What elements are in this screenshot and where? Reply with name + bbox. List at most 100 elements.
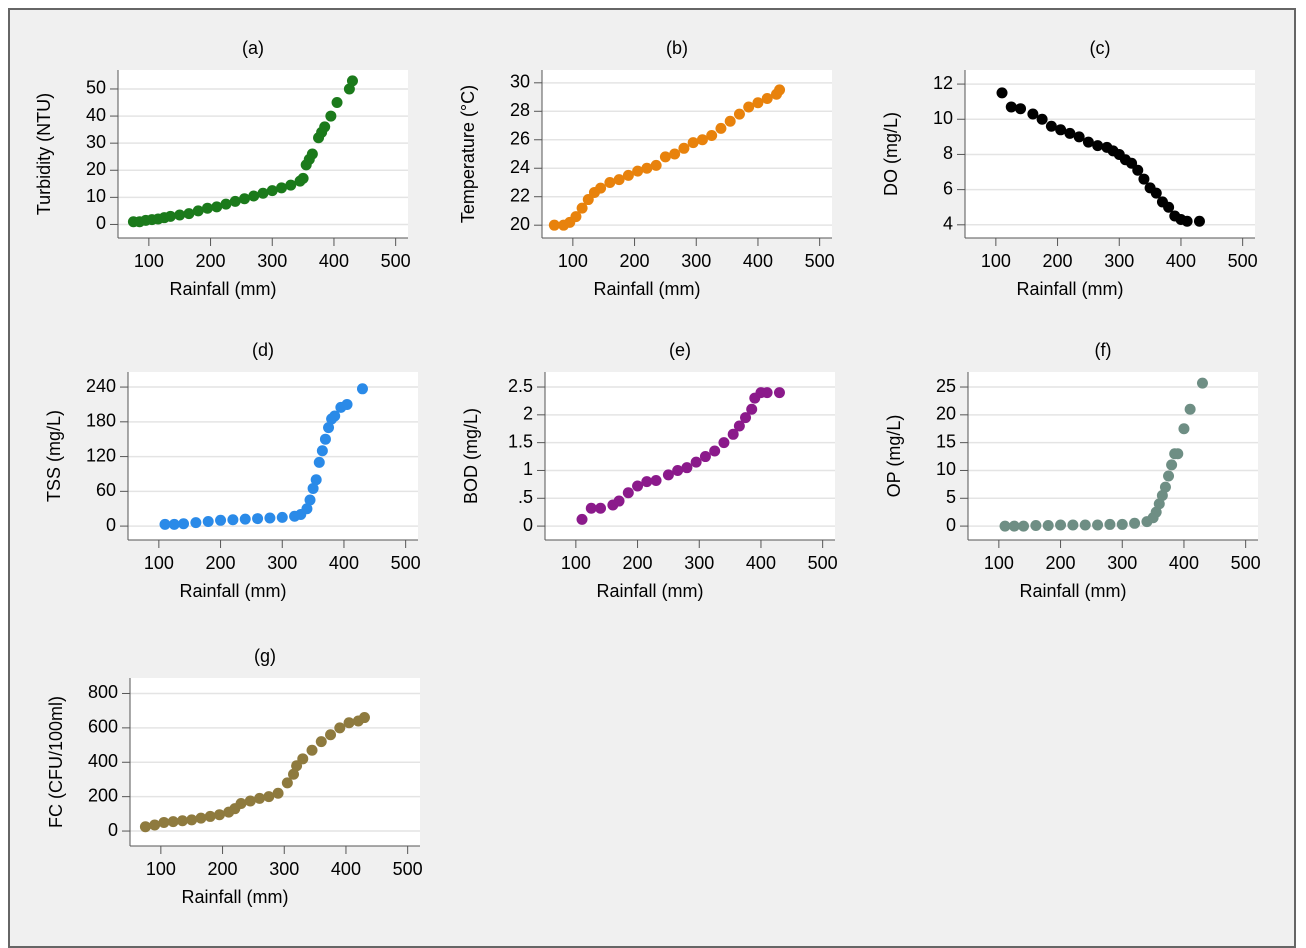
x-axis-label: Rainfall (mm) [181,887,288,907]
x-tick-label: 300 [1107,553,1137,573]
point [773,387,785,399]
point [727,428,739,440]
panel-title: (d) [252,340,274,360]
point [310,474,322,486]
point [1150,187,1162,199]
point [341,398,353,410]
point [176,815,188,827]
point [678,142,690,154]
point [276,182,288,194]
point [650,159,662,171]
point [733,108,745,120]
y-axis-label: Turbidity (NTU) [34,93,54,215]
x-tick-label: 200 [1043,251,1073,271]
point [1092,519,1104,531]
point [690,456,702,468]
point [244,795,256,807]
point [272,787,284,799]
y-tick-label: 0 [108,820,118,840]
point [595,502,607,514]
point [183,208,195,220]
y-tick-label: 0 [946,515,956,535]
point [1181,215,1193,227]
point [168,518,180,530]
panel-title: (f) [1095,340,1112,360]
y-tick-label: 25 [936,376,956,396]
y-tick-label: 600 [88,717,118,737]
y-tick-label: 2.5 [508,376,533,396]
x-tick-label: 500 [805,251,835,271]
panel-title: (e) [669,340,691,360]
x-tick-label: 400 [331,859,361,879]
point [306,744,318,756]
x-tick-label: 100 [984,553,1014,573]
point [325,110,337,122]
y-tick-label: 22 [510,185,530,205]
y-tick-label: .5 [518,487,533,507]
x-tick-label: 200 [206,553,236,573]
point [254,792,266,804]
y-tick-label: 28 [510,100,530,120]
point [158,816,170,828]
point [1042,520,1054,532]
point [235,798,247,810]
point [211,201,223,213]
y-tick-label: 6 [943,178,953,198]
x-tick-label: 200 [620,251,650,271]
point [576,513,588,525]
point [213,809,225,821]
x-axis-label: Rainfall (mm) [596,581,703,601]
point [238,193,250,205]
y-tick-label: 2 [523,404,533,424]
y-tick-label: 30 [86,132,106,152]
y-tick-label: 50 [86,78,106,98]
x-tick-label: 500 [1228,251,1258,271]
point [746,403,758,415]
point [264,512,276,524]
point [709,445,721,457]
point [669,148,681,160]
point [190,517,202,529]
point [227,514,239,526]
point [1030,520,1042,532]
point [761,92,773,104]
y-tick-label: 8 [943,143,953,163]
x-axis-label: Rainfall (mm) [1016,279,1123,299]
point [1073,131,1085,143]
point [139,821,151,833]
point [613,495,625,507]
x-tick-label: 400 [1169,553,1199,573]
point [315,736,327,748]
point [220,198,232,210]
y-tick-label: 180 [86,411,116,431]
point [761,387,773,399]
point [281,777,293,789]
point [358,712,370,724]
y-tick-label: 24 [510,157,530,177]
point [715,122,727,134]
point [613,174,625,186]
x-tick-label: 500 [808,553,838,573]
point [1008,520,1020,532]
point [1178,423,1190,435]
point [1184,403,1196,415]
point [1163,201,1175,213]
y-axis-label: Temperature (°C) [458,85,478,223]
point [752,97,764,109]
point [706,129,718,141]
point [323,422,335,434]
x-tick-label: 100 [144,553,174,573]
panel-title: (c) [1090,38,1111,58]
point [582,194,594,206]
point [570,211,582,223]
point [1116,518,1128,530]
y-tick-label: 400 [88,751,118,771]
point [301,503,313,515]
x-tick-label: 300 [681,251,711,271]
point [263,791,275,803]
point [329,410,341,422]
point [195,812,207,824]
point [1129,517,1141,529]
x-tick-label: 100 [146,859,176,879]
point [659,151,671,163]
